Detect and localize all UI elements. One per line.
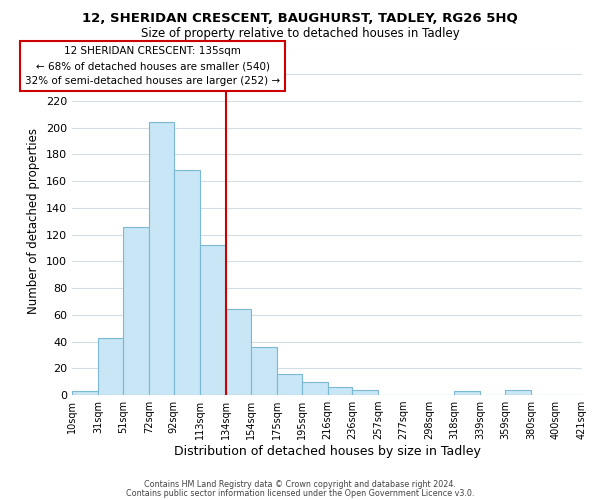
Bar bbox=[123, 226, 149, 395]
Text: 12 SHERIDAN CRESCENT: 135sqm
← 68% of detached houses are smaller (540)
32% of s: 12 SHERIDAN CRESCENT: 135sqm ← 68% of de… bbox=[25, 46, 280, 86]
Bar bbox=[226, 310, 251, 395]
Bar bbox=[505, 390, 531, 395]
Bar bbox=[277, 374, 302, 395]
Bar bbox=[200, 246, 226, 395]
Bar bbox=[149, 122, 174, 395]
Bar bbox=[302, 382, 328, 395]
Bar bbox=[98, 338, 123, 395]
Bar bbox=[251, 347, 277, 395]
Bar bbox=[352, 390, 379, 395]
Bar bbox=[72, 391, 98, 395]
Text: Size of property relative to detached houses in Tadley: Size of property relative to detached ho… bbox=[140, 28, 460, 40]
Y-axis label: Number of detached properties: Number of detached properties bbox=[28, 128, 40, 314]
X-axis label: Distribution of detached houses by size in Tadley: Distribution of detached houses by size … bbox=[173, 445, 481, 458]
Text: Contains HM Land Registry data © Crown copyright and database right 2024.: Contains HM Land Registry data © Crown c… bbox=[144, 480, 456, 489]
Text: 12, SHERIDAN CRESCENT, BAUGHURST, TADLEY, RG26 5HQ: 12, SHERIDAN CRESCENT, BAUGHURST, TADLEY… bbox=[82, 12, 518, 26]
Text: Contains public sector information licensed under the Open Government Licence v3: Contains public sector information licen… bbox=[126, 489, 474, 498]
Bar bbox=[174, 170, 200, 395]
Bar bbox=[454, 391, 480, 395]
Bar bbox=[328, 387, 352, 395]
